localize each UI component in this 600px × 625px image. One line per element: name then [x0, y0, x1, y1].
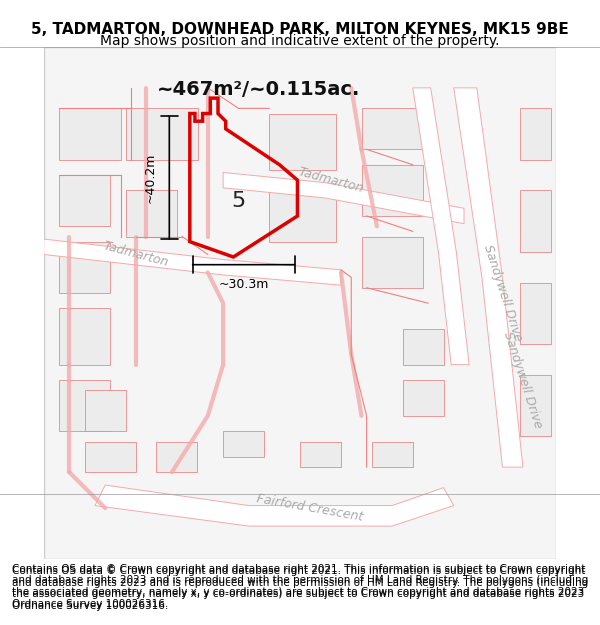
Bar	[59, 175, 110, 226]
Bar	[157, 441, 197, 472]
Text: ~40.2m: ~40.2m	[143, 152, 157, 202]
Polygon shape	[454, 88, 523, 467]
Text: Sandywell Drive: Sandywell Drive	[481, 243, 524, 343]
Bar	[223, 431, 264, 457]
Text: Contains OS data © Crown copyright and database right 2021. This information is : Contains OS data © Crown copyright and d…	[12, 564, 588, 609]
Bar	[300, 441, 341, 467]
Polygon shape	[95, 485, 454, 526]
Text: Fairford Crescent: Fairford Crescent	[256, 492, 365, 524]
Bar	[520, 282, 551, 344]
Bar	[59, 108, 121, 159]
Bar	[361, 108, 423, 149]
Text: 5, TADMARTON, DOWNHEAD PARK, MILTON KEYNES, MK15 9BE: 5, TADMARTON, DOWNHEAD PARK, MILTON KEYN…	[31, 22, 569, 37]
Bar	[361, 236, 423, 288]
Bar	[269, 114, 336, 170]
Bar	[403, 380, 443, 416]
Bar	[59, 380, 110, 431]
Bar	[520, 108, 551, 159]
Text: Map shows position and indicative extent of the property.: Map shows position and indicative extent…	[100, 34, 500, 48]
Bar	[403, 329, 443, 364]
Bar	[85, 390, 126, 431]
Text: Contains OS data © Crown copyright and database right 2021. This information is : Contains OS data © Crown copyright and d…	[12, 566, 588, 611]
Bar	[126, 191, 177, 236]
Bar	[520, 191, 551, 252]
Polygon shape	[44, 239, 341, 285]
Bar	[59, 242, 110, 293]
Bar	[269, 185, 336, 242]
Text: Sandywell Drive: Sandywell Drive	[501, 330, 545, 430]
Text: Tadmarton: Tadmarton	[102, 239, 170, 269]
Text: Tadmarton: Tadmarton	[296, 165, 365, 195]
Bar	[372, 441, 413, 467]
Text: ~30.3m: ~30.3m	[218, 278, 269, 291]
Bar	[85, 441, 136, 472]
Bar	[59, 308, 110, 364]
Polygon shape	[223, 173, 464, 224]
Bar	[126, 108, 197, 159]
Bar	[361, 165, 423, 216]
Bar	[520, 375, 551, 436]
Polygon shape	[413, 88, 469, 364]
Text: ~467m²/~0.115ac.: ~467m²/~0.115ac.	[157, 80, 361, 99]
Text: 5: 5	[232, 191, 245, 211]
